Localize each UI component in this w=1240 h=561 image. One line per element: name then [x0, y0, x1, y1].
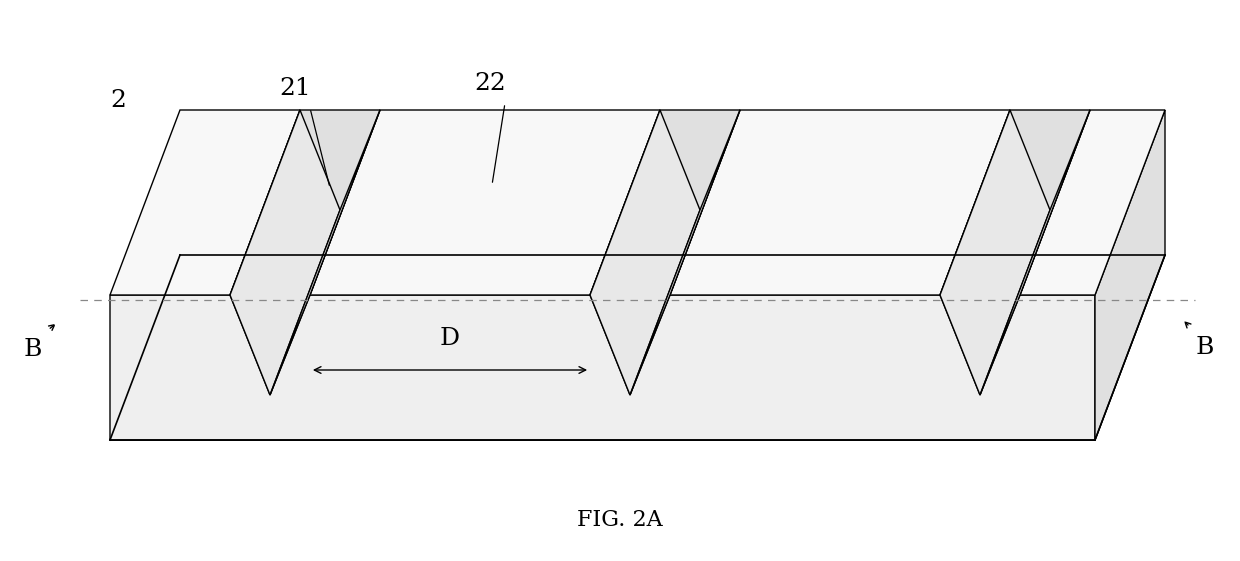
Polygon shape: [229, 110, 379, 295]
Polygon shape: [270, 110, 379, 395]
Polygon shape: [630, 110, 740, 395]
Text: B: B: [1195, 335, 1214, 358]
Polygon shape: [110, 255, 1166, 440]
Polygon shape: [940, 110, 1050, 395]
Polygon shape: [590, 110, 740, 295]
Polygon shape: [229, 110, 340, 395]
Polygon shape: [590, 110, 701, 395]
Text: D: D: [440, 327, 460, 350]
Polygon shape: [1095, 110, 1166, 440]
Polygon shape: [940, 110, 1090, 295]
Text: 22: 22: [474, 71, 506, 94]
Text: 2: 2: [110, 89, 126, 112]
Text: 21: 21: [279, 76, 311, 99]
Polygon shape: [670, 110, 1011, 295]
Polygon shape: [980, 110, 1090, 395]
Polygon shape: [110, 295, 1095, 440]
Text: B: B: [24, 338, 42, 361]
Polygon shape: [110, 110, 300, 295]
Polygon shape: [310, 110, 660, 295]
Text: FIG. 2A: FIG. 2A: [577, 509, 663, 531]
Polygon shape: [1021, 110, 1166, 295]
